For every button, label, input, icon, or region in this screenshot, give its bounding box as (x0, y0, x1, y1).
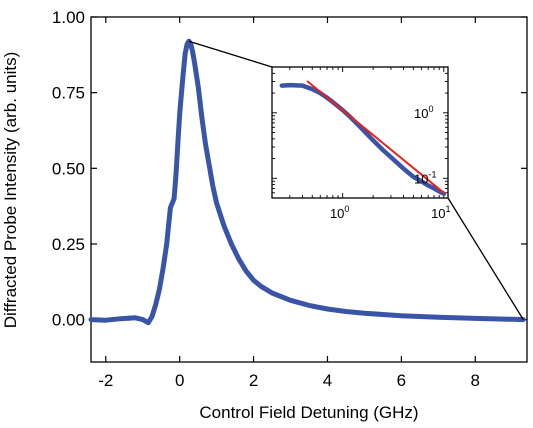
zoom-connector-lines (188, 40, 524, 320)
inset-x-tick-exponent: 1 (446, 204, 451, 214)
y-tick-label: 0.25 (52, 235, 85, 254)
inset-data-line (279, 82, 447, 197)
x-axis-title: Control Field Detuning (GHz) (199, 403, 418, 422)
y-tick-label: 0.75 (52, 84, 85, 103)
x-tick-label: 8 (471, 371, 480, 390)
inset-tick-marks (271, 66, 448, 199)
inset-fit-line (306, 80, 445, 194)
inset-x-tick-label: 101 (431, 204, 450, 221)
main-series-group (88, 38, 526, 326)
x-tick-label: -2 (98, 371, 113, 390)
inset-x-tick-exponent: 0 (344, 204, 349, 214)
y-tick-label: 0.00 (52, 311, 85, 330)
connector-line-top (188, 40, 273, 68)
x-tick-label: 6 (397, 371, 406, 390)
x-tick-label: 2 (249, 371, 258, 390)
inset-y-tick-exponent: -1 (428, 169, 436, 179)
main-plot-frame (90, 16, 528, 363)
y-tick-label: 0.50 (52, 159, 85, 178)
y-tick-label: 1.00 (52, 8, 85, 27)
inset-x-tick-label: 100 (330, 204, 349, 221)
main-x-tick-labels: -2 0 2 4 6 8 (98, 371, 480, 390)
connector-line-bottom (447, 197, 524, 320)
y-axis-title: Diffracted Probe Intensity (arb. units) (1, 52, 20, 329)
inset-series-group (279, 80, 447, 197)
main-plot: -2 0 2 4 6 8 0.00 0.25 0.50 0.75 1.00 Control Fie… (1, 8, 528, 422)
main-y-tick-labels: 0.00 0.25 0.50 0.75 1.00 (52, 8, 85, 330)
inset-y-tick-exponent: 0 (428, 104, 433, 114)
main-series-line (88, 38, 526, 326)
inset-plot-background (272, 67, 448, 198)
x-tick-label: 4 (323, 371, 332, 390)
x-tick-label: 0 (175, 371, 184, 390)
